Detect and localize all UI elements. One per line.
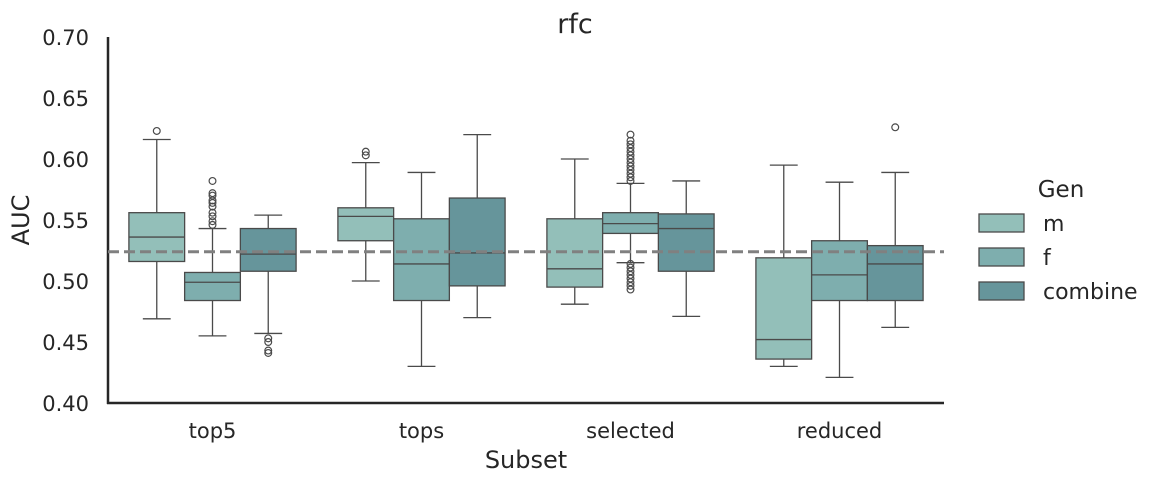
chart-title: rfc	[557, 9, 592, 40]
box-m-tops	[337, 147, 395, 282]
outlier-point	[626, 259, 635, 268]
box-iqr	[448, 197, 506, 287]
x-tick-label: reduced	[797, 419, 883, 443]
outlier-point	[152, 126, 161, 135]
box-iqr	[657, 213, 715, 272]
outlier-point	[264, 348, 273, 357]
x-tick-label: selected	[586, 419, 675, 443]
y-tick-label: 0.65	[42, 87, 89, 111]
outlier-point	[626, 130, 635, 139]
outlier-point	[208, 202, 217, 211]
outlier-point	[626, 263, 635, 272]
x-tick-label: top5	[189, 419, 237, 443]
box-iqr	[866, 244, 924, 302]
box-combine-selected	[657, 180, 715, 318]
box-f-top5	[183, 176, 242, 337]
y-tick-label: 0.60	[42, 148, 89, 172]
plot-area: 0.40 0.45 0.50 0.55 0.60 0.65 0.70 top5 tops sele…	[42, 26, 944, 443]
box-iqr	[810, 240, 869, 302]
legend: Gen mf combine	[978, 177, 1138, 305]
outlier-point	[208, 208, 217, 217]
legend-label-f: f	[1043, 246, 1052, 271]
outlier-point	[208, 176, 217, 185]
y-tick-label: 0.55	[42, 209, 89, 233]
legend-label-combine: combine	[1043, 280, 1138, 305]
outlier-point	[264, 338, 273, 347]
legend-title: Gen	[1038, 177, 1085, 203]
outlier-point	[626, 136, 635, 145]
box-m-top5	[128, 126, 186, 320]
x-tick-label: tops	[399, 419, 444, 443]
outlier-point	[361, 147, 370, 156]
y-tick-label: 0.50	[42, 270, 89, 294]
legend-swatch-m	[978, 213, 1025, 233]
y-tick-label: 0.70	[42, 26, 89, 50]
outlier-point	[264, 334, 273, 343]
y-tick-label: 0.40	[42, 392, 89, 416]
outlier-point	[891, 123, 900, 132]
box-iqr	[392, 218, 451, 302]
box-m-selected	[546, 158, 604, 305]
box-iqr	[337, 207, 395, 242]
box-combine-top5	[239, 214, 297, 357]
outlier-point	[361, 151, 370, 160]
outlier-point	[208, 191, 217, 200]
box-f-selected	[601, 130, 660, 294]
outlier-point	[208, 217, 217, 226]
box-iqr	[183, 271, 242, 302]
box-combine-tops	[448, 133, 506, 319]
legend-swatch-f	[978, 247, 1025, 267]
outlier-point	[264, 346, 273, 355]
outlier-point	[208, 220, 217, 229]
box-iqr	[755, 257, 813, 360]
box-combine-reduced	[866, 123, 924, 329]
box-f-tops	[392, 171, 451, 368]
outlier-point	[626, 140, 635, 149]
box-m-reduced	[755, 164, 813, 368]
box-f-reduced	[810, 181, 869, 379]
y-tick-label: 0.45	[42, 331, 89, 355]
x-axis-label: Subset	[485, 446, 567, 474]
box-iqr	[239, 227, 297, 272]
y-axis-label: AUC	[7, 195, 35, 246]
legend-label-m: m	[1043, 212, 1064, 237]
outlier-point	[208, 189, 217, 198]
outlier-point	[208, 212, 217, 221]
legend-swatch-combine	[978, 281, 1025, 301]
